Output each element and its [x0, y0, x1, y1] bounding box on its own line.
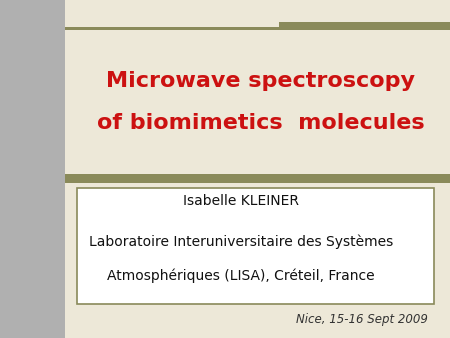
Text: Isabelle KLEINER: Isabelle KLEINER — [183, 194, 299, 208]
Text: Microwave spectroscopy: Microwave spectroscopy — [107, 71, 415, 91]
FancyBboxPatch shape — [76, 188, 434, 304]
Text: Nice, 15-16 Sept 2009: Nice, 15-16 Sept 2009 — [296, 313, 428, 326]
Bar — [65, 27, 279, 30]
Bar — [279, 22, 450, 30]
Bar — [65, 174, 450, 183]
Bar — [0, 0, 65, 338]
Text: Laboratoire Interuniversitaire des Systèmes: Laboratoire Interuniversitaire des Systè… — [89, 235, 393, 249]
Text: of biomimetics  molecules: of biomimetics molecules — [97, 113, 425, 134]
Text: Atmosphériques (LISA), Créteil, France: Atmosphériques (LISA), Créteil, France — [107, 268, 374, 283]
